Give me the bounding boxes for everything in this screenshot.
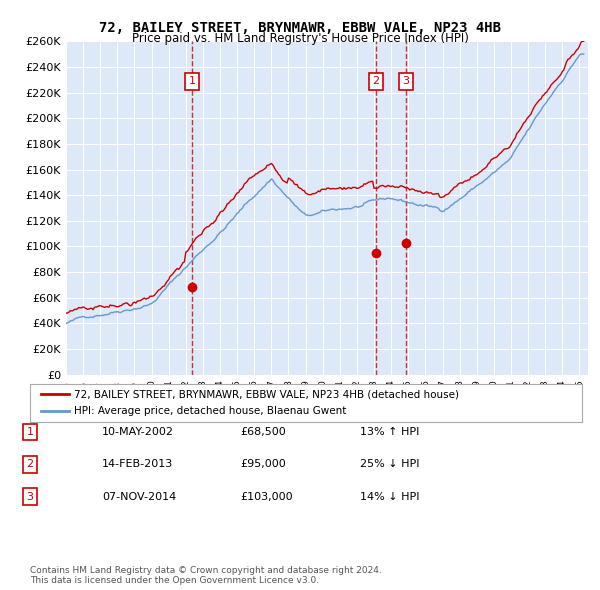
- Text: 07-NOV-2014: 07-NOV-2014: [102, 492, 176, 502]
- Text: 13% ↑ HPI: 13% ↑ HPI: [360, 427, 419, 437]
- Text: Contains HM Land Registry data © Crown copyright and database right 2024.
This d: Contains HM Land Registry data © Crown c…: [30, 566, 382, 585]
- Text: 2: 2: [373, 76, 380, 86]
- Text: HPI: Average price, detached house, Blaenau Gwent: HPI: Average price, detached house, Blae…: [74, 406, 347, 416]
- Text: 72, BAILEY STREET, BRYNMAWR, EBBW VALE, NP23 4HB: 72, BAILEY STREET, BRYNMAWR, EBBW VALE, …: [99, 21, 501, 35]
- Text: 1: 1: [188, 76, 196, 86]
- Text: £68,500: £68,500: [240, 427, 286, 437]
- Text: 3: 3: [402, 76, 409, 86]
- Text: 10-MAY-2002: 10-MAY-2002: [102, 427, 174, 437]
- Text: £95,000: £95,000: [240, 460, 286, 469]
- Text: 25% ↓ HPI: 25% ↓ HPI: [360, 460, 419, 469]
- Text: 2: 2: [26, 460, 34, 469]
- Text: 14-FEB-2013: 14-FEB-2013: [102, 460, 173, 469]
- Text: Price paid vs. HM Land Registry's House Price Index (HPI): Price paid vs. HM Land Registry's House …: [131, 32, 469, 45]
- Text: 3: 3: [26, 492, 34, 502]
- Text: 14% ↓ HPI: 14% ↓ HPI: [360, 492, 419, 502]
- Text: £103,000: £103,000: [240, 492, 293, 502]
- Text: 72, BAILEY STREET, BRYNMAWR, EBBW VALE, NP23 4HB (detached house): 72, BAILEY STREET, BRYNMAWR, EBBW VALE, …: [74, 389, 459, 399]
- Text: 1: 1: [26, 427, 34, 437]
